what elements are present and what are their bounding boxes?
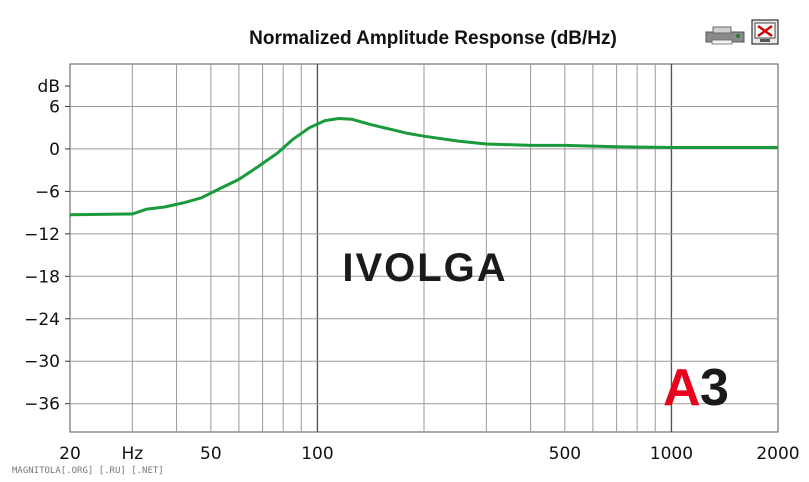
watermark-label: IVOLGA bbox=[342, 246, 507, 290]
x-tick-label: 2000 bbox=[756, 444, 799, 464]
logo-digit: 3 bbox=[700, 359, 729, 417]
close-window-icon[interactable] bbox=[751, 19, 779, 45]
y-tick-label: 6 bbox=[49, 97, 60, 117]
y-tick-label: −12 bbox=[24, 225, 60, 245]
y-tick-label: −30 bbox=[24, 352, 60, 372]
y-tick-label: −18 bbox=[24, 267, 60, 287]
source-caption: MAGNITOLA[.ORG] [.RU] [.NET] bbox=[12, 466, 164, 476]
y-tick-label: −36 bbox=[24, 395, 60, 415]
grid bbox=[70, 64, 778, 432]
y-tick-label: −24 bbox=[24, 310, 60, 330]
a3-logo: A 3 bbox=[663, 359, 729, 417]
x-tick-label: 50 bbox=[200, 444, 222, 464]
series-line bbox=[69, 117, 778, 217]
y-tick-label: −6 bbox=[35, 182, 60, 202]
x-axis: 20 50 100 500 1000 2000 Hz bbox=[59, 444, 799, 464]
x-tick-label: 20 bbox=[59, 444, 81, 464]
y-tick-label: 0 bbox=[49, 140, 60, 160]
x-tick-label: 100 bbox=[301, 444, 333, 464]
y-unit-label: dB bbox=[38, 77, 60, 97]
printer-icon[interactable] bbox=[705, 26, 745, 45]
y-axis: 6 0 −6 −12 −18 −24 −30 −36 dB bbox=[24, 77, 70, 415]
x-tick-label: 500 bbox=[549, 444, 581, 464]
logo-letter: A bbox=[663, 359, 701, 417]
x-tick-label: 1000 bbox=[650, 444, 693, 464]
chart-title: Normalized Amplitude Response (dB/Hz) bbox=[249, 28, 617, 49]
x-unit-label: Hz bbox=[121, 444, 143, 464]
